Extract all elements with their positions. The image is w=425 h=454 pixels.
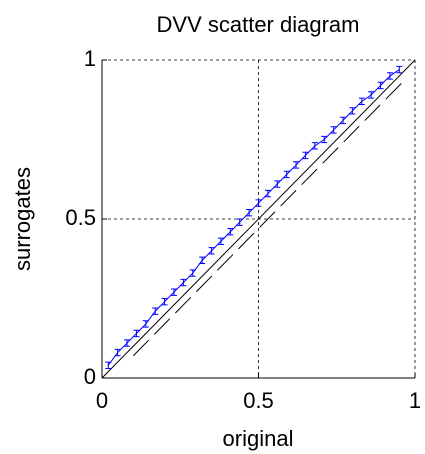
error-bar	[208, 247, 215, 255]
error-bar	[330, 126, 337, 134]
error-bar	[283, 170, 290, 179]
error-bar	[255, 199, 262, 207]
y-tick-label: 1	[84, 46, 96, 71]
diagonal	[101, 59, 416, 379]
error-bar	[217, 237, 224, 245]
error-bar	[358, 97, 365, 106]
error-bar	[368, 91, 375, 99]
error-bar	[161, 298, 168, 306]
error-bar	[386, 72, 393, 80]
x-axis-label: original	[223, 426, 294, 451]
error-bar	[274, 180, 281, 188]
reference-line	[132, 78, 406, 357]
error-bar	[152, 307, 159, 315]
chart-title: DVV scatter diagram	[157, 12, 360, 37]
x-tick-label: 0	[96, 388, 108, 413]
x-tick-label: 1	[409, 388, 421, 413]
error-bar	[340, 116, 347, 125]
error-bar	[114, 348, 121, 357]
error-bar	[199, 256, 206, 265]
error-bar	[133, 329, 140, 338]
error-bar	[236, 218, 243, 226]
error-bar	[293, 161, 300, 169]
error-bar	[264, 189, 271, 198]
error-bar	[142, 320, 149, 328]
error-bar	[311, 142, 318, 150]
y-tick-label: 0	[84, 364, 96, 389]
error-bar	[124, 339, 131, 347]
error-bar	[227, 228, 234, 236]
error-bar	[302, 151, 309, 160]
error-bar	[349, 107, 356, 115]
x-tick-label: 0.5	[243, 388, 274, 413]
y-axis-label: surrogates	[10, 167, 35, 271]
y-tick-label: 0.5	[65, 205, 96, 230]
error-bar	[189, 269, 196, 277]
error-bar	[246, 208, 253, 217]
error-bar	[321, 135, 328, 144]
error-bar	[170, 288, 177, 296]
error-bar	[105, 361, 112, 369]
data-line	[107, 69, 400, 366]
error-bar	[396, 65, 403, 74]
error-bar	[377, 81, 384, 90]
error-bar	[180, 278, 187, 287]
